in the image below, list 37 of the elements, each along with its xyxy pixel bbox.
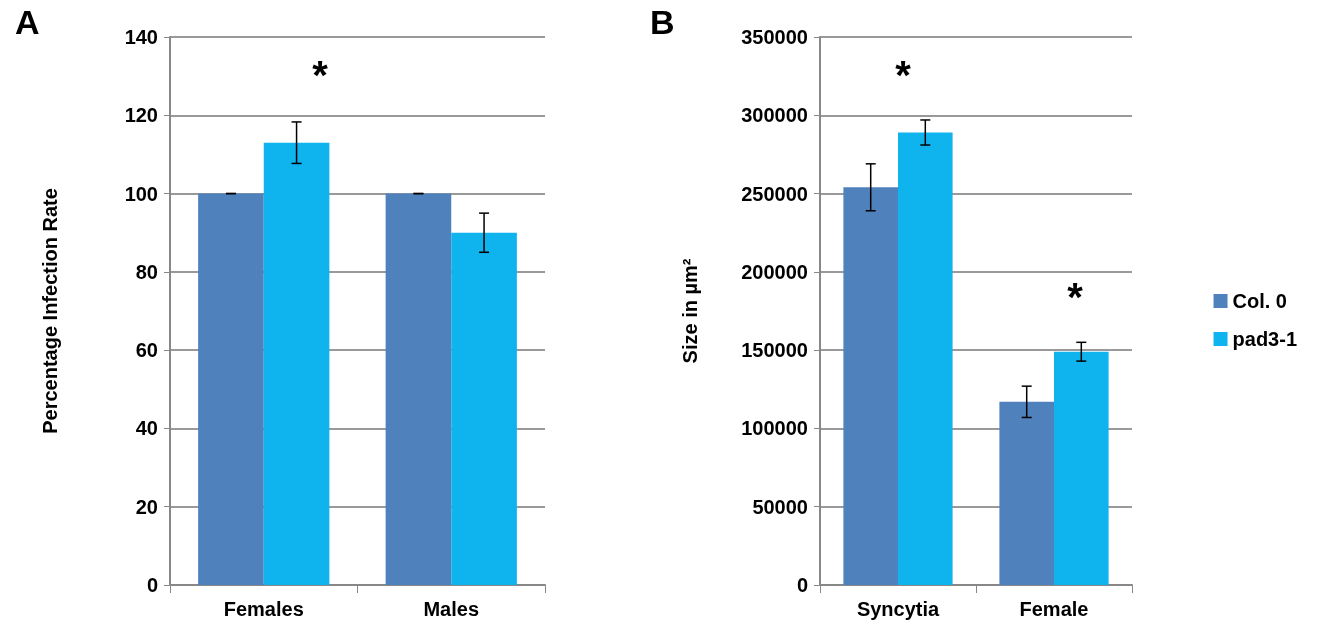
y-tick-label: 40 xyxy=(135,417,158,440)
legend-label: Col. 0 xyxy=(1232,290,1287,312)
y-tick-label: 250000 xyxy=(741,182,808,205)
legend-label: pad3-1 xyxy=(1232,328,1298,350)
y-tick-label: 100000 xyxy=(741,417,808,440)
annotation: * xyxy=(1067,275,1084,319)
x-tick-label: Female xyxy=(1019,598,1089,620)
bar xyxy=(843,187,898,585)
y-tick-label: 350000 xyxy=(741,26,808,48)
y-tick-label: 0 xyxy=(796,574,808,596)
chart-title: A xyxy=(15,3,40,41)
y-tick-label: 120 xyxy=(124,104,158,127)
bar xyxy=(898,132,953,585)
chart-title: B xyxy=(650,3,675,41)
bar xyxy=(385,193,452,585)
bar xyxy=(1054,351,1109,585)
y-tick-label: 300000 xyxy=(741,104,808,127)
y-tick-label: 50000 xyxy=(752,495,808,518)
x-tick-label: Females xyxy=(223,598,304,620)
y-tick-label: 20 xyxy=(135,495,158,518)
y-axis-title: Percentage Infection Rate xyxy=(39,188,61,434)
y-tick-label: 200000 xyxy=(741,260,808,283)
y-tick-label: 80 xyxy=(135,260,158,283)
y-tick-label: 100 xyxy=(124,182,158,205)
x-tick-label: Males xyxy=(423,598,480,620)
x-tick-label: Syncytia xyxy=(856,598,941,620)
annotation: * xyxy=(312,53,329,97)
y-tick-label: 60 xyxy=(135,339,158,362)
bar xyxy=(198,193,264,585)
y-axis-title: Size in µm² xyxy=(679,258,701,364)
y-tick-label: 140 xyxy=(124,26,158,48)
bar xyxy=(263,142,330,585)
y-tick-label: 150000 xyxy=(741,339,808,362)
bar xyxy=(451,232,517,585)
y-tick-label: 0 xyxy=(146,574,158,596)
annotation: * xyxy=(895,53,912,97)
bar xyxy=(999,401,1054,585)
